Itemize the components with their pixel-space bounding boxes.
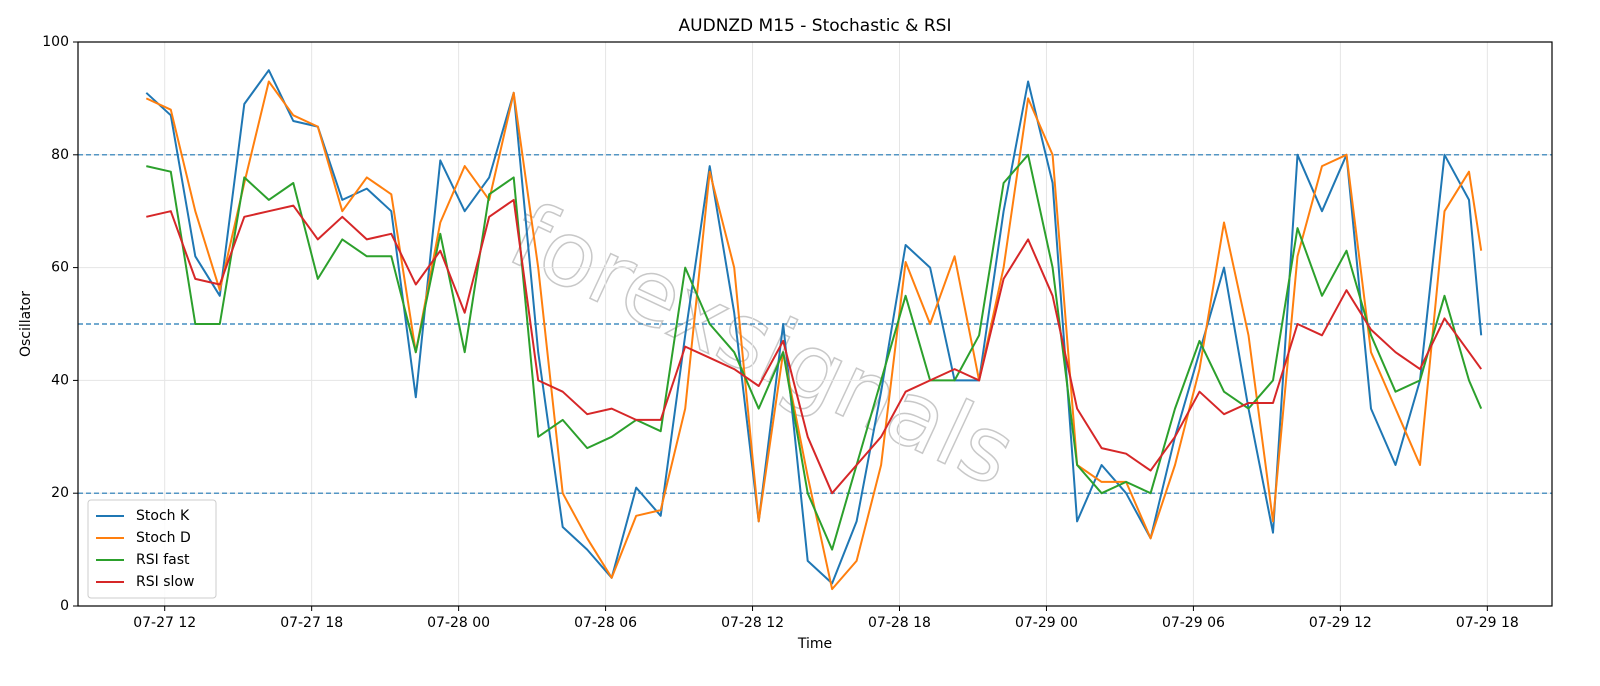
legend-label: RSI slow xyxy=(136,574,194,590)
x-tick-label: 07-28 06 xyxy=(574,615,637,631)
x-tick-label: 07-27 18 xyxy=(280,615,343,631)
plot-frame xyxy=(77,41,1553,607)
y-tick-label: 80 xyxy=(51,147,69,163)
legend-box xyxy=(87,499,217,599)
series-line xyxy=(146,198,1483,495)
x-tick-label: 07-29 00 xyxy=(1015,615,1078,631)
y-axis-label: Oscillator xyxy=(18,291,34,357)
series-line xyxy=(145,80,1483,591)
series-line xyxy=(146,153,1483,551)
legend-label: RSI fast xyxy=(136,552,190,568)
y-tick-label: 0 xyxy=(60,598,69,614)
x-tick-label: 07-29 06 xyxy=(1162,615,1225,631)
x-tick-label: 07-29 12 xyxy=(1309,615,1372,631)
legend-label: Stoch D xyxy=(136,530,191,546)
x-axis-label: Time xyxy=(797,636,832,652)
x-tick-label: 07-28 12 xyxy=(721,615,784,631)
x-tick-label: 07-29 18 xyxy=(1456,615,1519,631)
x-tick-label: 07-27 12 xyxy=(133,615,196,631)
x-tick-label: 07-28 00 xyxy=(427,615,490,631)
legend-label: Stoch K xyxy=(136,508,190,524)
y-tick-label: 40 xyxy=(51,372,69,388)
x-tick-label: 07-28 18 xyxy=(868,615,931,631)
chart-title: AUDNZD M15 - Stochastic & RSI xyxy=(679,16,952,36)
y-tick-label: 20 xyxy=(51,485,69,501)
series-line xyxy=(145,69,1483,585)
y-tick-label: 60 xyxy=(51,260,69,276)
watermark: forexsignals xyxy=(495,183,1031,507)
y-tick-label: 100 xyxy=(42,34,69,50)
